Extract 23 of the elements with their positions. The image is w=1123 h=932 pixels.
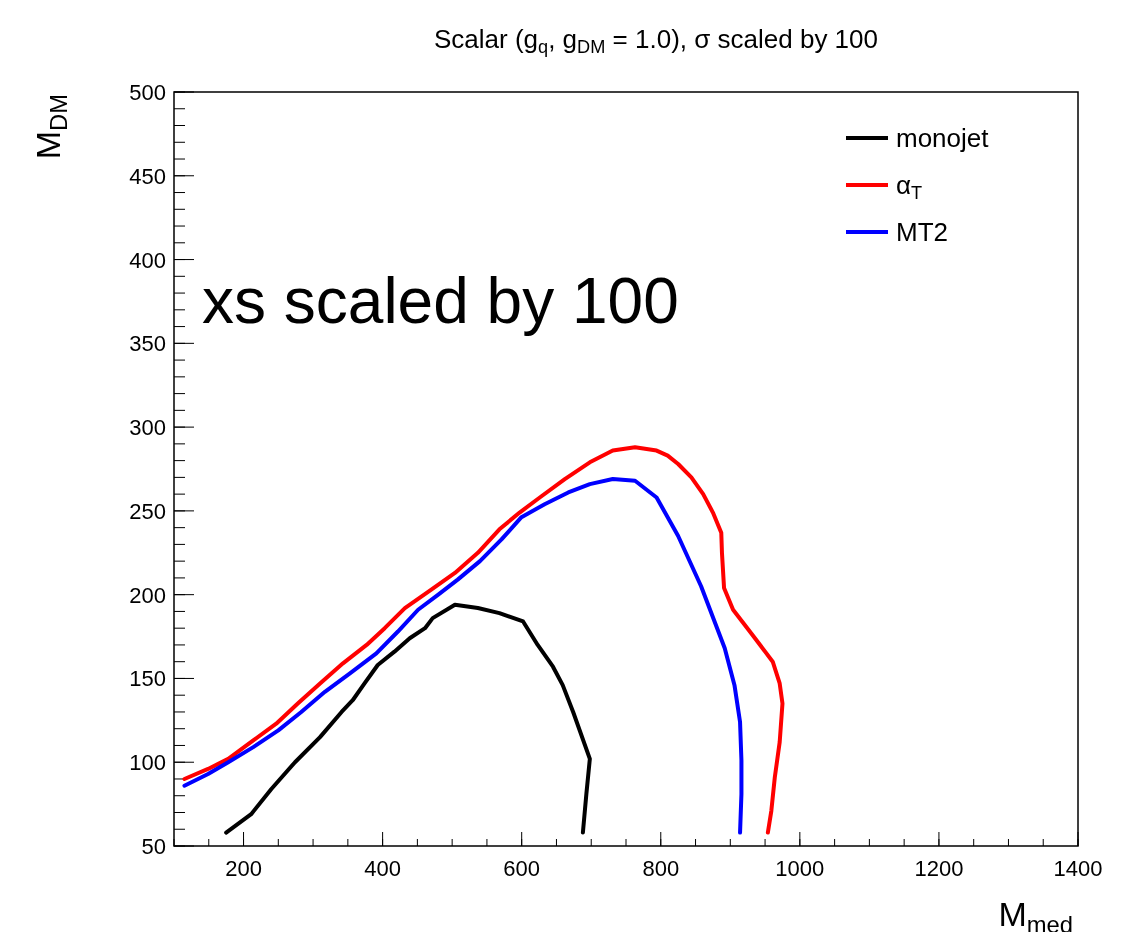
y-tick-label: 400 xyxy=(129,247,166,273)
x-tick-label: 1400 xyxy=(1053,856,1103,881)
x-tick-label: 400 xyxy=(364,856,401,881)
legend-label: monojet xyxy=(896,123,990,153)
y-tick-label: 300 xyxy=(129,415,166,441)
line-series xyxy=(224,602,592,835)
y-tick-label: 250 xyxy=(129,498,166,524)
y-tick-label: 50 xyxy=(141,834,166,859)
x-tick-label: 800 xyxy=(642,856,680,881)
y-tick-label: 500 xyxy=(129,80,166,105)
chart-title: Scalar (g$_{q}$, g$_{DM}$ = 1.0), σ scaled by 100 xyxy=(434,24,878,58)
x-tick-label: 600 xyxy=(503,856,541,881)
y-tick-label: 350 xyxy=(129,331,166,357)
y-tick-label: 450 xyxy=(129,163,166,189)
y-tick-label: 200 xyxy=(129,582,166,608)
x-tick-label: 1000 xyxy=(775,856,825,881)
legend-label: MT2 xyxy=(896,217,948,247)
y-tick-label: 100 xyxy=(129,750,166,776)
legend-label: α$_{T}$ xyxy=(896,170,923,204)
annotation: xs scaled by 100 xyxy=(202,265,679,337)
y-tick-label: 150 xyxy=(129,666,166,692)
x-tick-label: 200 xyxy=(225,856,262,881)
x-tick-label: 1200 xyxy=(914,856,964,881)
